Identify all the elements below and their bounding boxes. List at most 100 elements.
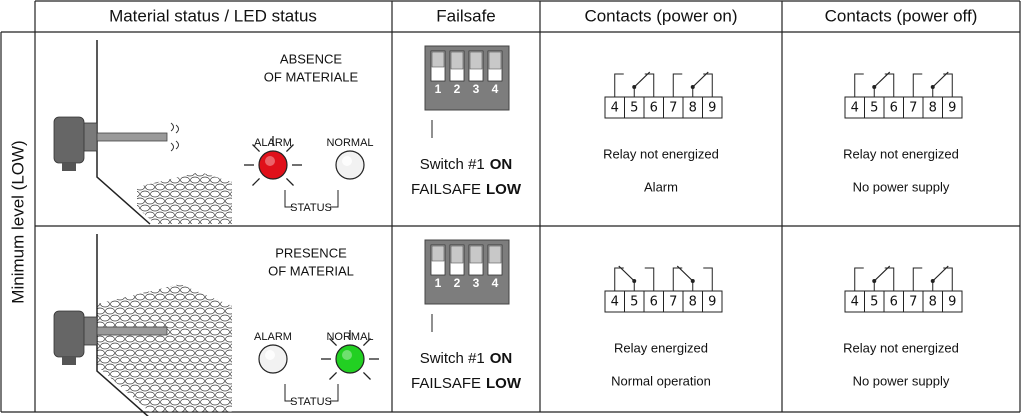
wave xyxy=(175,124,179,134)
granule xyxy=(145,363,155,371)
granule xyxy=(200,204,210,212)
granule xyxy=(210,342,220,350)
granule xyxy=(140,300,150,308)
granule xyxy=(120,300,130,308)
granule xyxy=(130,384,140,392)
granule xyxy=(106,114,115,120)
granule xyxy=(200,300,210,308)
dip-knob xyxy=(488,51,502,70)
wave xyxy=(170,142,174,152)
granule xyxy=(161,93,170,99)
granule xyxy=(185,183,195,191)
granule xyxy=(196,100,205,106)
status-label: STATUS xyxy=(290,202,332,214)
granule xyxy=(226,100,235,106)
granule xyxy=(210,300,220,308)
granule xyxy=(175,183,185,191)
granule xyxy=(121,219,130,225)
status-bracket xyxy=(284,384,293,402)
granule xyxy=(116,86,125,92)
status-bracket xyxy=(284,190,293,208)
granule xyxy=(210,370,220,378)
contact-line xyxy=(912,267,923,291)
sensor-cap xyxy=(62,163,76,171)
contact-line xyxy=(672,267,683,291)
granule xyxy=(215,307,225,315)
dip-knob xyxy=(488,245,502,264)
granule xyxy=(190,190,200,198)
granule xyxy=(200,328,210,336)
granule xyxy=(186,156,195,162)
granule xyxy=(171,135,180,141)
material-text: PRESENCE xyxy=(275,245,347,260)
granule xyxy=(205,307,215,315)
switch-text: Switch #1 ON xyxy=(420,350,513,367)
granule xyxy=(175,211,185,219)
contact-arm xyxy=(932,265,949,282)
granule xyxy=(145,349,155,357)
granule xyxy=(231,121,240,127)
granule xyxy=(221,93,230,99)
dip-knob xyxy=(450,51,464,70)
granule xyxy=(115,349,125,357)
contact-arm xyxy=(692,71,709,88)
granule xyxy=(186,128,195,134)
granule xyxy=(140,384,150,392)
granule xyxy=(200,370,210,378)
relay-note: Alarm xyxy=(644,179,678,194)
granule xyxy=(110,356,120,364)
granule xyxy=(165,335,175,343)
granule xyxy=(230,370,232,378)
granule xyxy=(170,300,180,308)
switch-text: FAILSAFE LOW xyxy=(411,181,522,198)
granule xyxy=(166,86,175,92)
granule xyxy=(176,128,185,134)
material-text: OF MATERIAL xyxy=(268,263,354,278)
granule xyxy=(166,114,175,120)
granule xyxy=(190,300,200,308)
granule xyxy=(181,107,190,113)
terminal-number: 6 xyxy=(650,101,658,116)
granule xyxy=(215,321,225,329)
granule xyxy=(145,377,155,385)
granule xyxy=(150,342,160,350)
granule xyxy=(181,79,190,85)
granule xyxy=(111,121,120,127)
granule xyxy=(150,218,160,224)
granule xyxy=(180,218,190,224)
granule xyxy=(140,190,150,198)
granule xyxy=(170,314,180,322)
granule xyxy=(116,212,125,218)
granule xyxy=(141,149,150,155)
granule xyxy=(226,86,235,92)
granule xyxy=(106,212,115,218)
granule xyxy=(116,100,125,106)
granule xyxy=(195,183,205,191)
relay-state: Relay not energized xyxy=(843,146,959,161)
granule xyxy=(195,284,205,287)
granule xyxy=(146,156,155,162)
granule xyxy=(140,204,150,212)
granule xyxy=(206,114,215,120)
contact-line xyxy=(644,267,655,291)
granule xyxy=(125,284,135,287)
contact-arm xyxy=(633,71,651,88)
granule xyxy=(175,172,185,177)
granule xyxy=(145,293,155,301)
granule xyxy=(140,356,150,364)
material-text: OF MATERIALE xyxy=(264,69,359,84)
contact-line xyxy=(943,267,953,291)
granule xyxy=(206,128,215,134)
granule xyxy=(205,321,215,329)
granule xyxy=(105,335,115,343)
granule xyxy=(106,86,115,92)
granule xyxy=(111,107,120,113)
granule xyxy=(101,93,110,99)
granule xyxy=(165,363,175,371)
terminal-number: 9 xyxy=(708,295,716,310)
granule xyxy=(145,405,155,412)
granule xyxy=(210,190,220,198)
granule xyxy=(100,286,110,294)
granule xyxy=(230,384,232,392)
granule xyxy=(180,190,190,198)
